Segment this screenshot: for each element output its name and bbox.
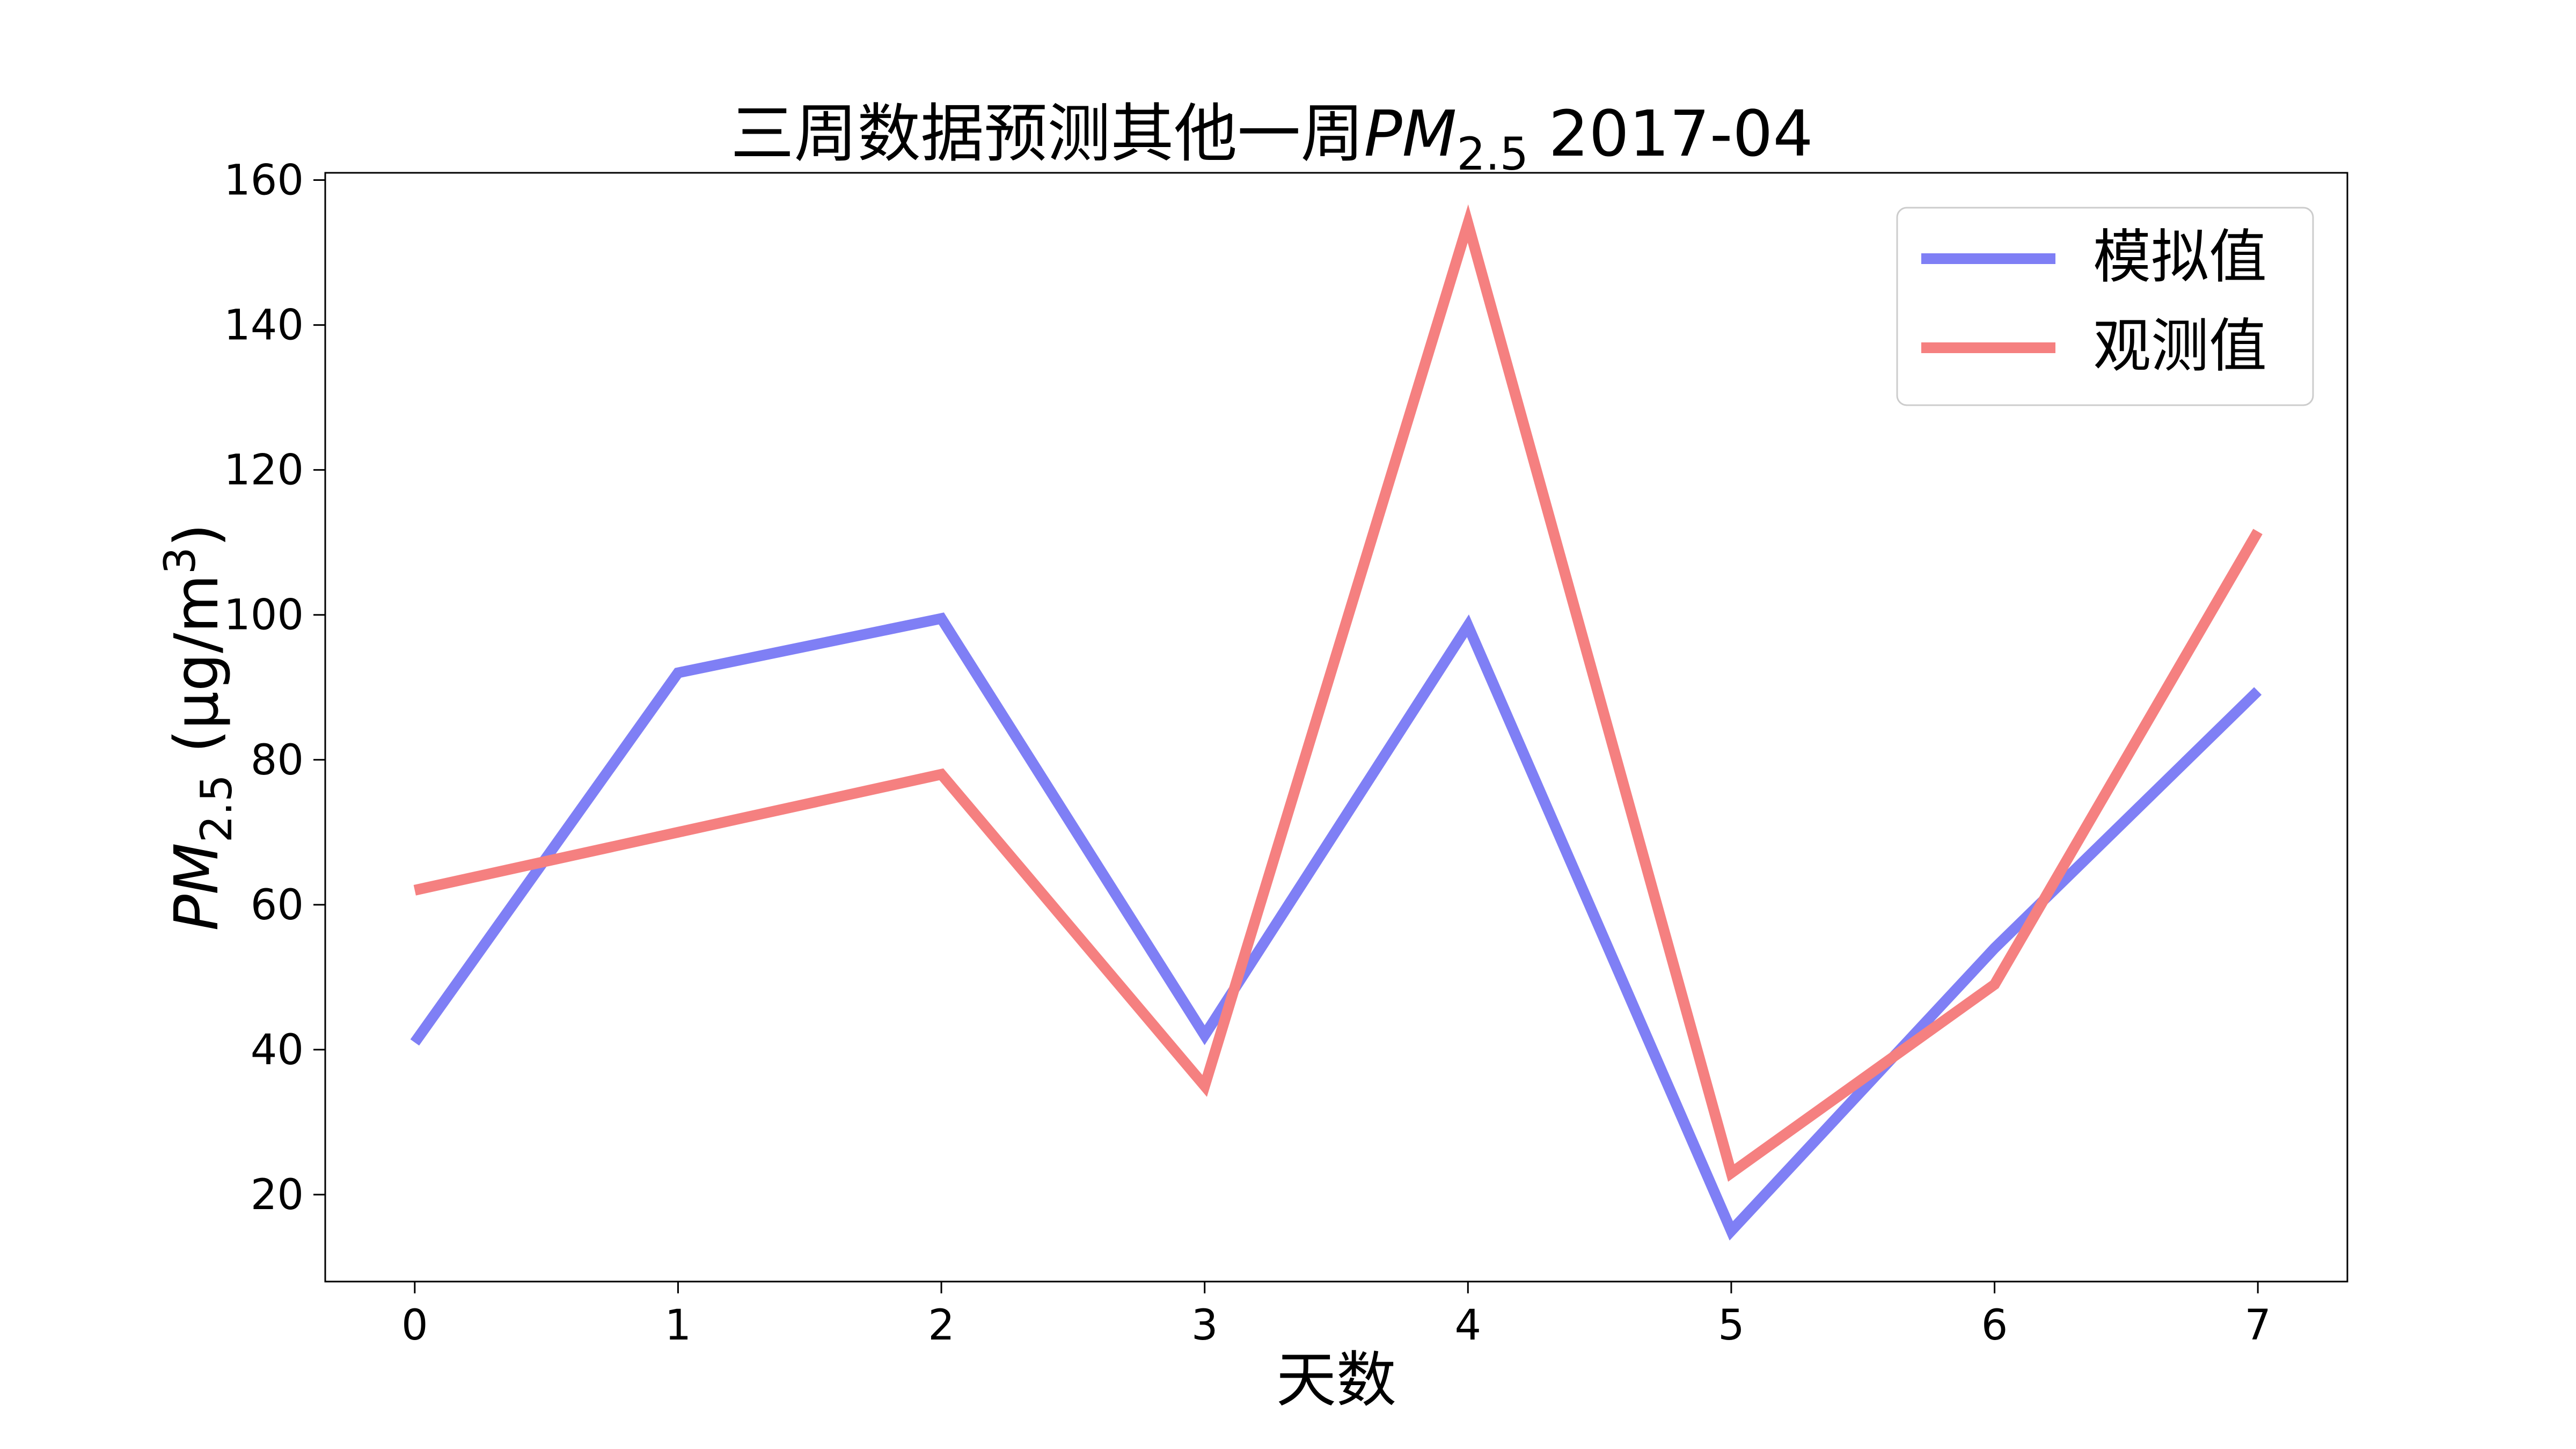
x-tick-label: 4 [1454, 1301, 1481, 1350]
y-axis-ticks: 20 40 60 80 100 120 140 160 [224, 157, 325, 1219]
chart-title: 三周数据预测其他一周PM2.5 2017-04 [730, 97, 1813, 180]
x-tick-label: 1 [665, 1301, 692, 1350]
series-line-0 [415, 619, 2258, 1231]
y-tick-label: 120 [224, 447, 304, 495]
x-tick-label: 5 [1718, 1301, 1745, 1350]
x-tick-label: 7 [2244, 1301, 2271, 1350]
x-axis-label: 天数 [1276, 1345, 1396, 1415]
x-axis-ticks: 0 1 2 3 4 5 6 7 [401, 1282, 2271, 1350]
y-tick-label: 40 [251, 1026, 304, 1074]
y-tick-label: 80 [251, 736, 304, 785]
y-tick-label: 100 [224, 591, 304, 640]
legend: 模拟值 观测值 [1897, 208, 2313, 405]
y-tick-label: 160 [224, 157, 304, 205]
legend-label-simulated: 模拟值 [2093, 224, 2267, 291]
x-tick-label: 0 [401, 1301, 428, 1350]
x-tick-label: 3 [1191, 1301, 1218, 1350]
y-axis-label: PM2.5(μg/m3) [155, 524, 241, 931]
x-tick-label: 2 [928, 1301, 955, 1350]
legend-label-observed: 观测值 [2093, 313, 2267, 380]
y-tick-label: 20 [251, 1171, 304, 1219]
y-tick-label: 60 [251, 881, 304, 930]
y-tick-label: 140 [224, 302, 304, 350]
x-tick-label: 6 [1981, 1301, 2008, 1350]
